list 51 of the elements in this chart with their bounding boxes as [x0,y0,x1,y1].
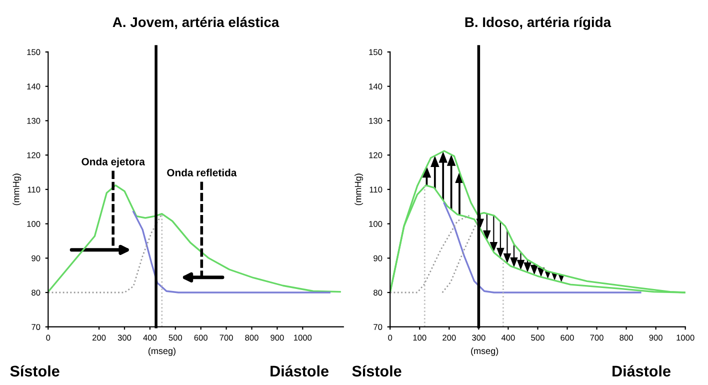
x-tick-label: 1000 [294,334,312,341]
y-tick-label: 70 [374,324,382,330]
x-axis-title: (mseg) [148,347,176,356]
x-tick-label: 600 [194,334,208,341]
x-tick-label: 400 [143,334,157,341]
x-tick-label: 500 [531,334,544,341]
x-tick-label: 400 [501,334,515,341]
y-tick-label: 80 [374,290,382,296]
y-tick-label: 100 [369,220,382,227]
x-tick-label: 300 [472,334,486,341]
chart-title: A. Jovem, artéria elástica [112,16,280,30]
x-tick-label: 0 [46,334,50,341]
y-tick-label: 120 [27,152,40,158]
x-tick-label: 500 [168,334,182,341]
y-tick-label: 70 [32,324,40,330]
x-tick-label: 200 [442,334,456,341]
y-tick-label: 130 [27,118,40,124]
x-tick-label: 900 [649,334,662,341]
x-tick-label: 900 [270,334,284,341]
x-axis-title: (mseg) [471,347,498,356]
y-tick-label: 150 [27,49,40,56]
y-tick-label: 100 [27,220,40,227]
annotation: Onda refletida [167,168,237,176]
x-tick-label: 200 [92,334,106,341]
y-axis-title: (mmHg) [12,174,22,206]
x-tick-label: 800 [620,334,633,341]
chart-title: B. Idoso, artéria rígida [465,16,612,30]
text: Diástole [612,365,670,377]
y-tick-label: 90 [32,255,40,262]
text: Sístole [10,365,60,377]
x-tick-label: 300 [118,334,132,341]
y-tick-label: 80 [32,290,40,296]
y-tick-label: 150 [369,49,382,56]
text: Diástole [270,365,328,377]
y-tick-label: 140 [27,84,40,90]
x-tick-label: 700 [220,334,233,341]
y-tick-label: 130 [369,118,382,124]
x-tick-label: 700 [590,334,604,341]
y-tick-label: 90 [374,255,382,262]
x-tick-label: 800 [245,334,258,341]
text: Sístole [352,365,402,377]
y-axis-title: (mmHg) [354,174,364,206]
x-tick-label: 100 [413,334,426,341]
y-tick-label: 110 [28,186,40,193]
y-tick-label: 140 [369,84,382,90]
x-tick-label: 1000 [676,334,694,341]
x-tick-label: 0 [388,334,392,341]
y-tick-label: 110 [370,186,382,193]
annotation: Onda ejetora [82,158,145,168]
x-tick-label: 600 [560,334,574,341]
y-tick-label: 120 [369,152,382,158]
